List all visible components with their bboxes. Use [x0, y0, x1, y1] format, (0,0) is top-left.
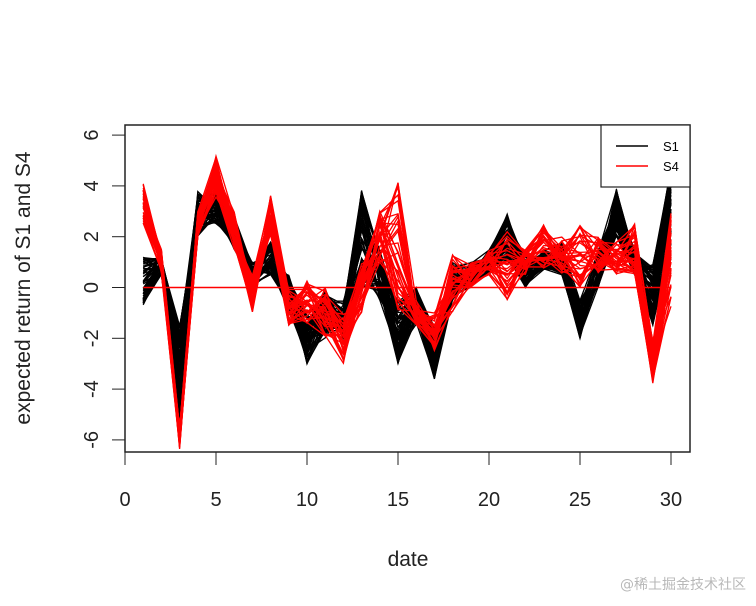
series-line-s4: [142, 173, 672, 440]
y-tick-label: 0: [81, 282, 103, 293]
x-tick-label: 30: [660, 489, 682, 511]
y-tick-label: 4: [81, 180, 103, 191]
x-axis-title: date: [388, 548, 429, 571]
series-lines: [142, 153, 672, 450]
legend-label-s1: S1: [663, 139, 679, 154]
y-tick-label: -6: [81, 431, 103, 449]
legend-box: [600, 124, 691, 188]
x-axis: 0 5 10 15 20 25 30: [119, 451, 682, 511]
x-tick-label: 5: [210, 489, 221, 511]
y-tick-label: -2: [81, 329, 103, 347]
series-line-s4: [142, 165, 672, 429]
x-tick-label: 10: [296, 489, 318, 511]
x-tick-label: 25: [569, 489, 591, 511]
y-axis-title: expected return of S1 and S4: [12, 151, 35, 425]
series-line-s4: [142, 166, 672, 446]
y-tick-label: 6: [81, 130, 103, 141]
legend: S1 S4: [600, 124, 691, 188]
y-tick-label: 2: [81, 231, 103, 242]
x-tick-label: 0: [119, 489, 130, 511]
y-axis: -6 -4 -2 0 2 4 6: [81, 130, 126, 449]
x-tick-label: 20: [478, 489, 500, 511]
legend-label-s4: S4: [663, 159, 679, 174]
series-line-s4: [142, 189, 672, 447]
watermark: @稀土掘金技术社区: [620, 577, 746, 593]
series-line-s4: [142, 158, 672, 433]
y-tick-label: -4: [81, 380, 103, 398]
x-tick-label: 15: [387, 489, 409, 511]
